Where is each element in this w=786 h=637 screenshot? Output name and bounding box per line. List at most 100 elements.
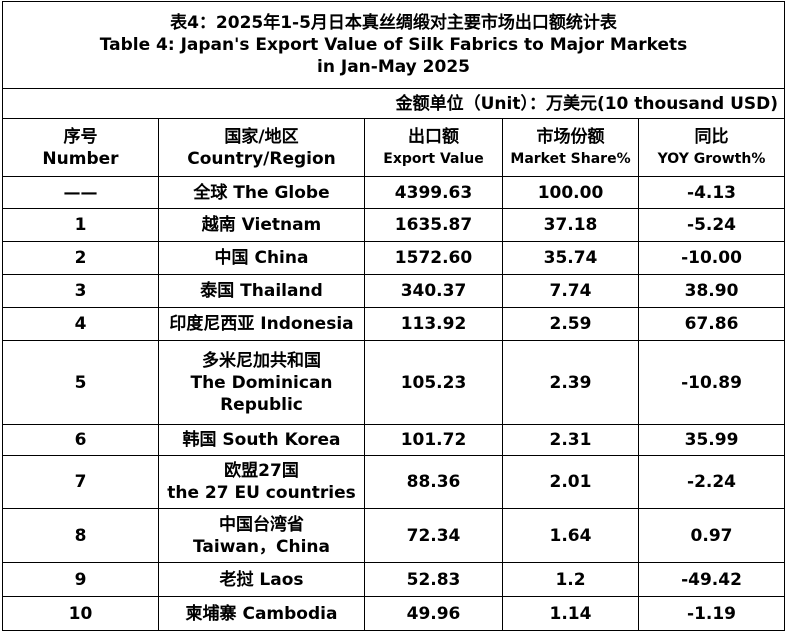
row-number: 8 [2, 508, 159, 563]
country-line: 老挝 Laos [219, 569, 304, 590]
row-number: 7 [2, 455, 159, 509]
country-line: 柬埔寨 Cambodia [185, 603, 338, 624]
row-yoy-growth: 35.99 [637, 424, 786, 456]
row-yoy-growth: 38.90 [637, 274, 786, 308]
row-country: 全球 The Globe [158, 176, 365, 209]
country-line: 中国 China [214, 248, 309, 268]
title-en-line1: Table 4: Japan's Export Value of Silk Fa… [99, 35, 688, 55]
row-export-value: 340.37 [364, 274, 503, 308]
row-market-share: 2.39 [502, 340, 639, 425]
row-country: 多米尼加共和国 The Dominican Republic [158, 340, 365, 425]
table-row: 5 多米尼加共和国 The Dominican Republic 105.23 2.39-… [2, 340, 786, 425]
header-country-en: Country/Region [187, 148, 336, 169]
row-market-share: 7.74 [502, 274, 639, 308]
country-line: 全球 The Globe [193, 182, 330, 203]
row-yoy-growth: 0.97 [637, 508, 786, 563]
row-market-share: 37.18 [502, 208, 639, 242]
row-yoy-growth: 67.86 [637, 307, 786, 341]
row-country: 泰国 Thailand [158, 274, 365, 308]
row-country: 中国 China [158, 241, 365, 275]
row-country: 老挝 Laos [158, 562, 365, 597]
table-row: 1 越南 Vietnam 1635.87 37.18 -5.24 [2, 208, 786, 242]
table-row: 10 柬埔寨 Cambodia 49.96 1.14 -1.19 [2, 596, 786, 631]
header-share-zh: 市场份额 [536, 126, 605, 147]
row-export-value: 1572.60 [364, 241, 503, 275]
row-country: 中国台湾省 Taiwan，China [158, 508, 365, 563]
row-export-value: 49.96 [364, 596, 503, 631]
country-line: 越南 Vietnam [201, 215, 322, 235]
header-number-en: Number [42, 148, 119, 169]
row-number: 4 [2, 307, 159, 341]
row-market-share: 1.2 [502, 562, 639, 597]
header-row: 序号 Number 国家/地区 Country/Region 出口额 Expor… [2, 118, 786, 177]
title-row: 表4：2025年1-5月日本真丝绸缎对主要市场出口额统计表 Table 4: J… [1, 1, 786, 89]
table-row: 6 韩国 South Korea 101.72 2.31 35.99 [2, 424, 786, 456]
country-line: 多米尼加共和国 [202, 350, 321, 371]
row-number: 10 [2, 596, 159, 631]
row-export-value: 4399.63 [364, 176, 503, 209]
country-line: 韩国 South Korea [182, 430, 341, 450]
country-line: 印度尼西亚 Indonesia [169, 314, 354, 334]
header-number-zh: 序号 [63, 126, 98, 147]
header-number: 序号 Number [2, 118, 159, 177]
row-export-value: 1635.87 [364, 208, 503, 242]
row-number: 3 [2, 274, 159, 308]
table-row: —— 全球 The Globe 4399.63 100.00 -4.13 [2, 176, 786, 209]
header-growth-zh: 同比 [694, 126, 729, 147]
row-country: 欧盟27国 the 27 EU countries [158, 455, 365, 509]
header-export-en: Export Value [383, 150, 484, 167]
table-row: 3 泰国 Thailand 340.37 7.74 38.90 [2, 274, 786, 308]
table-row: 4 印度尼西亚 Indonesia 113.92 2.59 67.86 [2, 307, 786, 341]
header-growth-en: YOY Growth% [657, 150, 766, 167]
row-market-share: 2.59 [502, 307, 639, 341]
row-yoy-growth: -49.42 [637, 562, 786, 597]
unit-row: 金额单位（Unit）：万美元(10 thousand USD) [1, 88, 786, 119]
country-line: Republic [220, 394, 303, 415]
row-market-share: 1.14 [502, 596, 639, 631]
row-yoy-growth: -5.24 [637, 208, 786, 242]
row-market-share: 100.00 [502, 176, 639, 209]
row-number: —— [2, 176, 159, 209]
country-line: The Dominican [190, 372, 333, 393]
row-country: 越南 Vietnam [158, 208, 365, 242]
row-market-share: 1.64 [502, 508, 639, 563]
row-country: 韩国 South Korea [158, 424, 365, 456]
row-export-value: 72.34 [364, 508, 503, 563]
row-export-value: 113.92 [364, 307, 503, 341]
header-country-zh: 国家/地区 [224, 126, 299, 147]
row-export-value: 52.83 [364, 562, 503, 597]
table-row: 9 老挝 Laos 52.83 1.2 -49.42 [2, 562, 786, 597]
row-yoy-growth: -1.19 [637, 596, 786, 631]
row-country: 印度尼西亚 Indonesia [158, 307, 365, 341]
row-yoy-growth: -10.00 [637, 241, 786, 275]
title-zh: 表4：2025年1-5月日本真丝绸缎对主要市场出口额统计表 [170, 13, 617, 33]
row-number: 6 [2, 424, 159, 456]
table-row: 7 欧盟27国 the 27 EU countries 88.36 2.01 -2.24 [2, 455, 786, 509]
row-number: 2 [2, 241, 159, 275]
row-yoy-growth: -4.13 [637, 176, 786, 209]
country-line: the 27 EU countries [167, 483, 356, 503]
row-country: 柬埔寨 Cambodia [158, 596, 365, 631]
table-title: 表4：2025年1-5月日本真丝绸缎对主要市场出口额统计表 Table 4: J… [1, 1, 786, 89]
country-line: 泰国 Thailand [200, 281, 323, 301]
row-export-value: 88.36 [364, 455, 503, 509]
row-market-share: 2.31 [502, 424, 639, 456]
row-number: 1 [2, 208, 159, 242]
table-row: 2 中国 China 1572.60 35.74 -10.00 [2, 241, 786, 275]
header-share-en: Market Share% [510, 150, 631, 167]
country-line: Taiwan，China [193, 536, 330, 557]
header-share: 市场份额 Market Share% [502, 118, 639, 177]
row-market-share: 2.01 [502, 455, 639, 509]
row-export-value: 105.23 [364, 340, 503, 425]
table-row: 8 中国台湾省 Taiwan，China 72.34 1.64 0.97 [2, 508, 786, 563]
header-export-zh: 出口额 [408, 126, 459, 147]
header-country: 国家/地区 Country/Region [158, 118, 365, 177]
unit-label: 金额单位（Unit）：万美元(10 thousand USD) [1, 88, 786, 119]
country-line: 中国台湾省 [219, 514, 304, 535]
row-yoy-growth: -10.89 [637, 340, 786, 425]
row-number: 9 [2, 562, 159, 597]
row-market-share: 35.74 [502, 241, 639, 275]
row-yoy-growth: -2.24 [637, 455, 786, 509]
title-en-line2: in Jan-May 2025 [317, 57, 470, 77]
